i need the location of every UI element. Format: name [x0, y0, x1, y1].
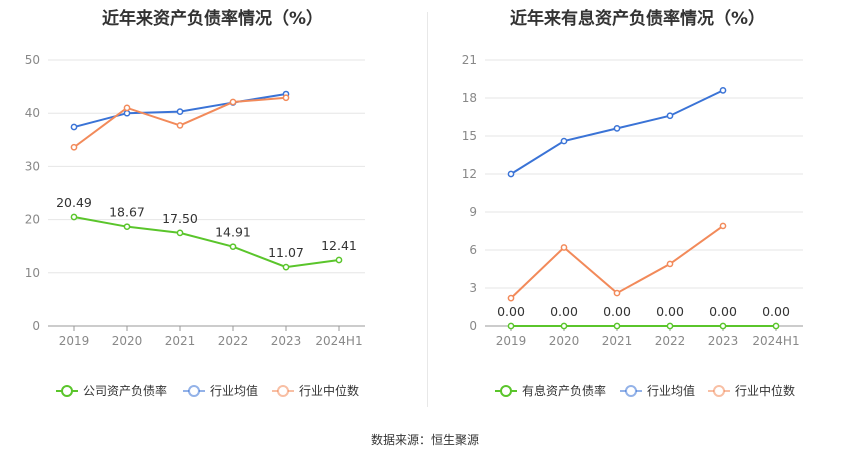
data-point	[229, 243, 237, 251]
left-chart-svg: 0 10 20 30 40 50 2019 2020 2021 2022 2023 2024H1 20.…	[25, 53, 365, 398]
left-chart-title: 近年来资产负债率情况（%）	[101, 9, 324, 29]
x-tick-label: 2024H1	[315, 334, 362, 348]
legend-item: 行业均值	[620, 383, 695, 398]
data-point	[560, 322, 568, 330]
data-point	[176, 122, 184, 129]
data-point	[666, 112, 674, 120]
data-point	[176, 229, 184, 237]
legend-marker	[188, 385, 200, 397]
data-point	[666, 322, 674, 330]
legend-item: 公司资产负债率	[56, 383, 167, 398]
y-tick-label: 0	[469, 319, 477, 333]
data-label: 0.00	[497, 304, 525, 319]
data-point	[719, 87, 727, 94]
x-tick-label: 2019	[59, 334, 90, 348]
y-tick-label: 18	[462, 91, 477, 105]
right-chart-svg: 0 3 6 9 12 15 18 21 2019 2020 2021 2022 2023 2024H1 0.…	[462, 53, 803, 398]
x-tick-label: 2020	[549, 334, 580, 348]
data-label: 11.07	[268, 245, 304, 260]
data-point	[613, 289, 621, 297]
data-point	[613, 322, 621, 330]
x-tick-label: 2019	[496, 334, 527, 348]
legend-label: 行业均值	[647, 383, 695, 398]
legend-marker	[625, 385, 637, 397]
y-tick-label: 9	[469, 205, 477, 219]
data-point	[507, 170, 515, 178]
data-point	[123, 109, 131, 117]
x-tick-label: 2020	[112, 334, 143, 348]
y-tick-label: 0	[32, 319, 40, 333]
data-point	[613, 125, 621, 132]
x-tick-label: 2021	[165, 334, 196, 348]
legend-marker	[61, 385, 73, 397]
legend-label: 公司资产负债率	[83, 383, 167, 398]
data-point	[282, 94, 290, 102]
legend-item: 有息资产负债率	[495, 383, 606, 398]
data-point	[772, 322, 780, 330]
x-tick-label: 2024H1	[752, 334, 799, 348]
data-label: 0.00	[656, 304, 684, 319]
y-tick-label: 21	[462, 53, 477, 67]
x-tick-label: 2021	[602, 334, 633, 348]
data-point	[123, 104, 131, 112]
legend-label: 有息资产负债率	[522, 383, 606, 398]
legend-item: 行业中位数	[272, 383, 359, 398]
y-tick-label: 10	[25, 266, 40, 280]
y-tick-label: 6	[469, 243, 477, 257]
data-point	[229, 98, 237, 106]
series-line	[510, 89, 724, 175]
data-label: 0.00	[709, 304, 737, 319]
left-chart-panel: 近年来资产负债率情况（%） 0 10 20 30 40 50 2019 2020 2021 202…	[0, 0, 425, 420]
data-point	[507, 322, 515, 330]
data-label: 20.49	[56, 195, 92, 210]
series-line	[73, 216, 340, 269]
legend-marker	[500, 385, 512, 397]
data-label: 14.91	[215, 225, 251, 240]
data-point	[123, 223, 131, 231]
data-source-label: 数据来源：恒生聚源	[370, 433, 479, 447]
data-point	[176, 108, 184, 115]
legend-label: 行业中位数	[735, 383, 795, 398]
data-label: 0.00	[550, 304, 578, 319]
y-tick-label: 3	[469, 281, 477, 295]
y-tick-label: 20	[25, 213, 40, 227]
y-tick-label: 30	[25, 159, 40, 173]
data-point	[282, 263, 290, 271]
y-tick-label: 12	[462, 167, 477, 181]
right-chart-title: 近年来有息资产负债率情况（%）	[509, 9, 766, 29]
y-tick-label: 50	[25, 53, 40, 67]
panel-divider	[427, 12, 428, 407]
y-tick-label: 15	[462, 129, 477, 143]
data-point	[560, 244, 568, 251]
legend-marker	[277, 385, 289, 397]
data-point	[70, 143, 78, 151]
data-point	[335, 256, 343, 264]
legend-item: 行业均值	[183, 383, 258, 398]
data-point	[70, 213, 78, 221]
series-line	[510, 225, 724, 299]
data-point	[507, 294, 515, 302]
x-tick-label: 2023	[708, 334, 739, 348]
data-label: 17.50	[162, 211, 198, 226]
data-label: 0.00	[603, 304, 631, 319]
data-label: 0.00	[762, 304, 790, 319]
data-point	[719, 322, 727, 330]
legend-item: 行业中位数	[708, 383, 795, 398]
data-label: 18.67	[109, 205, 145, 220]
legend-label: 行业中位数	[299, 383, 359, 398]
data-point	[719, 222, 727, 230]
data-label: 12.41	[321, 238, 357, 253]
data-point	[70, 123, 78, 131]
x-tick-label: 2023	[271, 334, 302, 348]
data-point	[666, 260, 674, 268]
right-chart-panel: 近年来有息资产负债率情况（%） 0 3 6 9 12 15 18 21 2019 2020 2021…	[425, 0, 850, 420]
legend-label: 行业均值	[210, 383, 258, 398]
x-tick-label: 2022	[655, 334, 686, 348]
x-tick-label: 2022	[218, 334, 249, 348]
y-tick-label: 40	[25, 106, 40, 120]
data-point	[560, 137, 568, 145]
legend-marker	[713, 385, 725, 397]
